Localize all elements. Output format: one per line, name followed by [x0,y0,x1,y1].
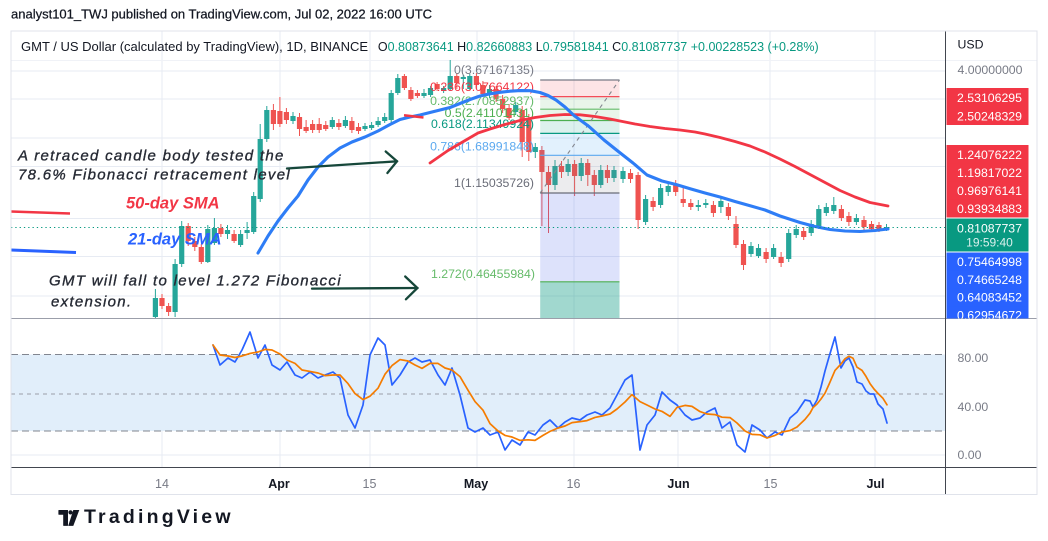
svg-text:Apr: Apr [268,477,290,491]
svg-text:2.53106295: 2.53106295 [957,91,1022,105]
svg-text:16: 16 [567,477,581,491]
svg-text:1.272(0.46455984): 1.272(0.46455984) [431,267,535,281]
svg-text:4.00000000: 4.00000000 [958,63,1023,77]
svg-text:0.00: 0.00 [958,448,982,462]
svg-text:USD: USD [958,38,984,52]
svg-text:14: 14 [155,477,169,491]
svg-text:0.786(1.68991848): 0.786(1.68991848) [430,140,534,154]
svg-text:2.50248329: 2.50248329 [957,110,1022,124]
svg-text:40.00: 40.00 [958,400,989,414]
svg-text:78.6% Fibonacci retracement le: 78.6% Fibonacci retracement level [18,167,291,184]
svg-text:21-day SMA: 21-day SMA [127,231,222,249]
svg-text:19:59:40: 19:59:40 [966,236,1013,250]
svg-text:0(3.67167135): 0(3.67167135) [454,63,534,77]
svg-text:A retraced candle body tested: A retraced candle body tested the [17,148,285,165]
svg-text:0.74665248: 0.74665248 [957,273,1022,287]
svg-text:1.24076222: 1.24076222 [957,148,1022,162]
svg-text:0.5(2.41101431): 0.5(2.41101431) [445,106,534,120]
svg-text:80.00: 80.00 [958,351,989,365]
svg-text:0.64083452: 0.64083452 [957,291,1022,305]
svg-text:O0.80873641 H0.82660883 L0.7: O0.80873641 H0.82660883 L0.79581841 C0.8… [378,40,819,54]
svg-text:15: 15 [764,477,778,491]
svg-text:0.81087737: 0.81087737 [957,222,1022,236]
svg-text:0.96976141: 0.96976141 [957,184,1022,198]
svg-text:analyst101_TWJ published on Tr: analyst101_TWJ published on TradingView.… [11,7,432,22]
svg-text:extension.: extension. [51,294,132,311]
svg-text:0.93934883: 0.93934883 [957,202,1022,216]
svg-text:May: May [464,477,488,491]
svg-text:0.75464998: 0.75464998 [957,255,1022,269]
svg-text:TradingView: TradingView [84,506,234,528]
svg-text:Jul: Jul [866,477,884,491]
svg-text:Jun: Jun [667,477,689,491]
svg-text:0.62954672: 0.62954672 [957,309,1022,323]
svg-text:50-day SMA: 50-day SMA [126,195,220,213]
svg-text:1.19817022: 1.19817022 [957,166,1022,180]
svg-text:GMT / US Dollar (calculated by: GMT / US Dollar (calculated by TradingVi… [21,39,368,54]
svg-text:1(1.15035726): 1(1.15035726) [454,176,534,190]
svg-text:GMT will fall to level 1.272 F: GMT will fall to level 1.272 Fibonacci [49,273,342,290]
svg-text:0.618(2.11349924): 0.618(2.11349924) [431,117,534,131]
svg-text:15: 15 [363,477,377,491]
